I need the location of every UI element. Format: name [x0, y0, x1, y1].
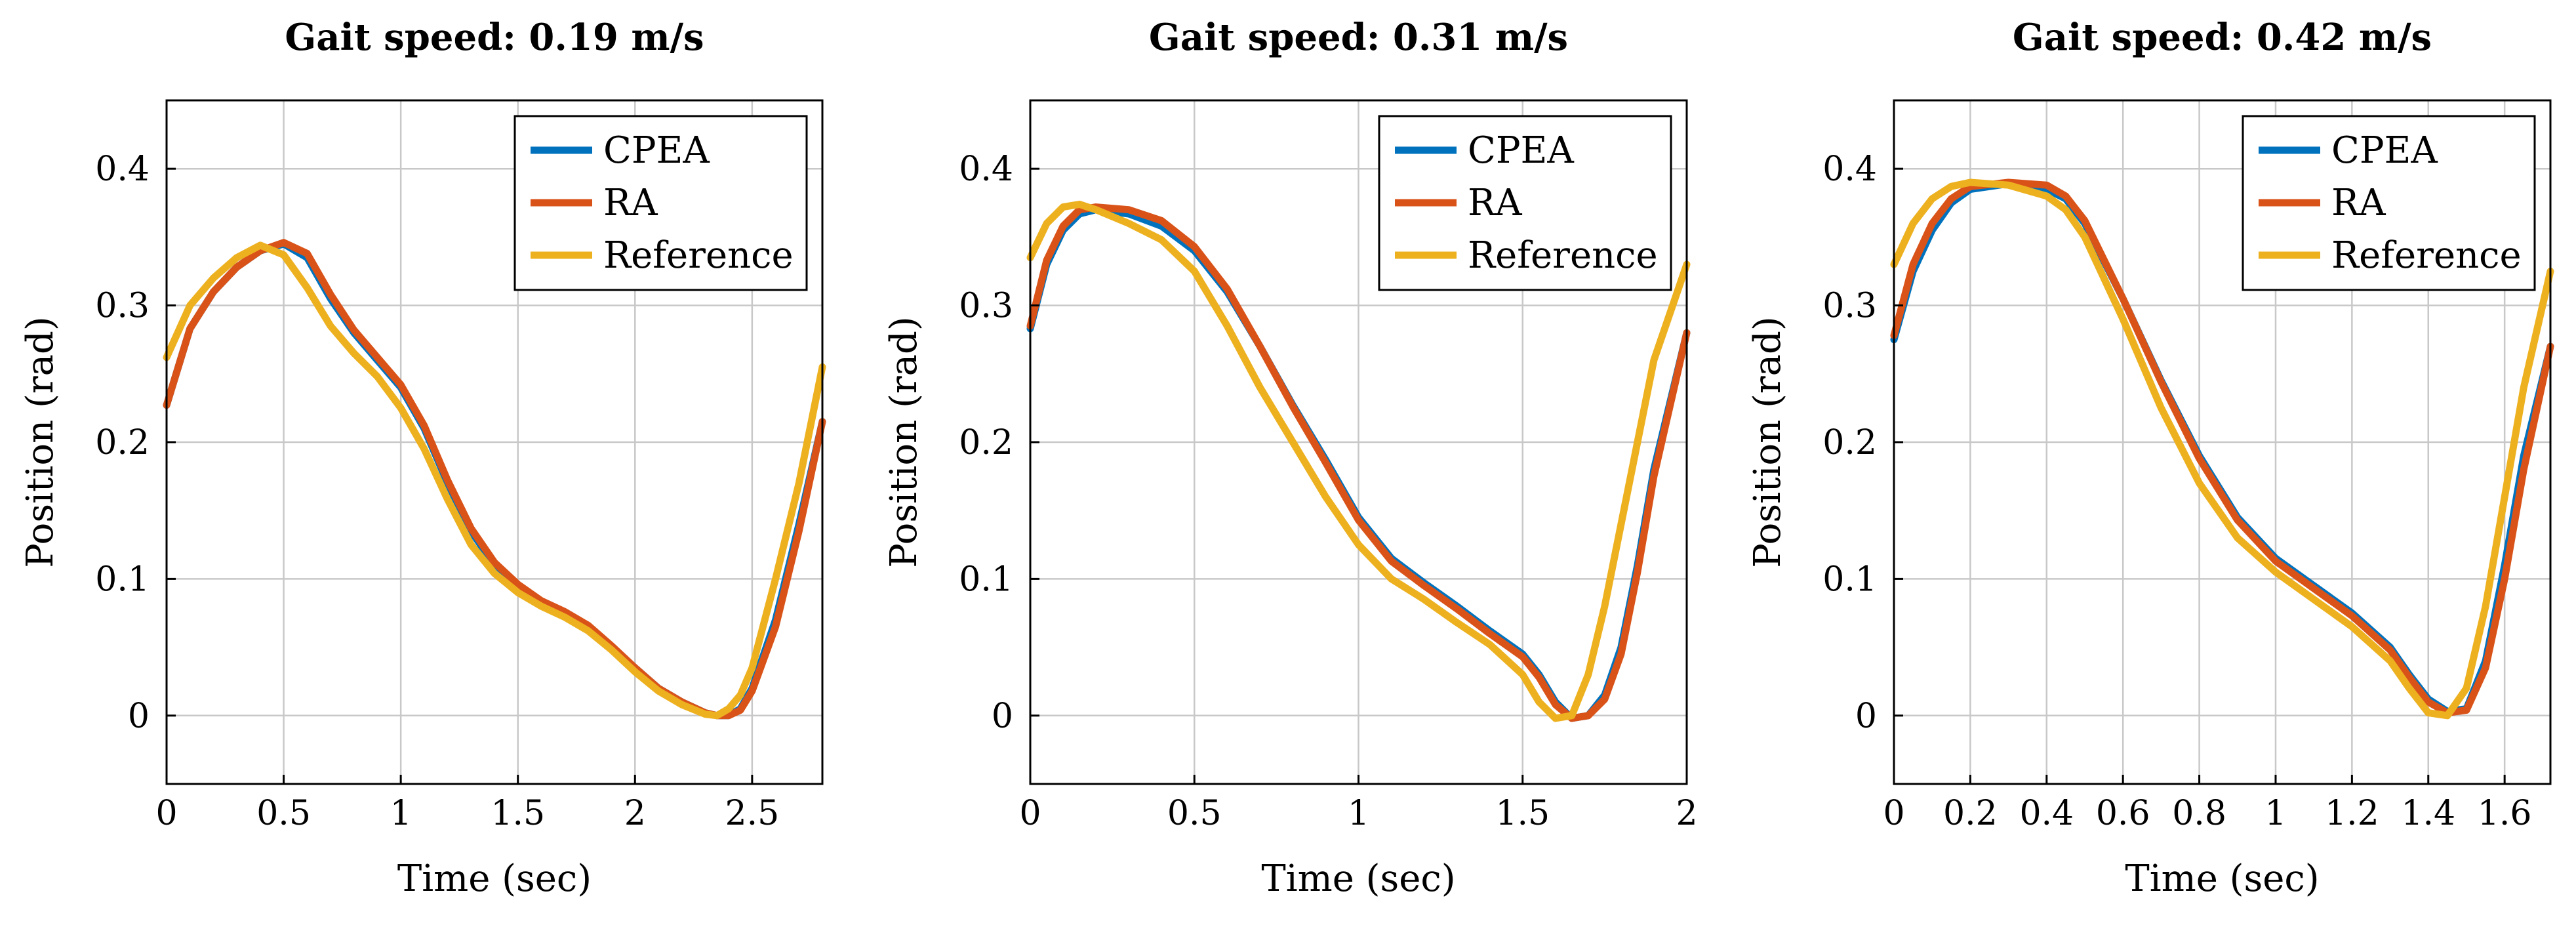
y-axis-label: Position (rad): [883, 316, 925, 567]
legend-label: RA: [603, 182, 658, 224]
chart-title: Gait speed: 0.42 m/s: [2013, 16, 2432, 59]
y-axis-label: Position (rad): [1746, 316, 1789, 567]
series-line-ra: [1026, 203, 1691, 722]
y-tick-label: 0.3: [1822, 287, 1877, 326]
x-tick-label: 0.5: [1167, 794, 1222, 833]
legend-label: Reference: [1468, 234, 1658, 277]
y-tick-label: 0.2: [95, 423, 150, 462]
chart-panel-2: 0 0.5 1 1.5 2 0 0.1 0.2 0.3 0.4 Gait speed: 0.31 m…: [883, 16, 1698, 900]
x-tick-label: 2: [624, 794, 646, 833]
y-tick-label: 0.2: [959, 423, 1013, 462]
x-tick-label: 1.4: [2401, 794, 2455, 833]
x-tick-label: 2.5: [725, 794, 780, 833]
x-tick-label: 1.5: [491, 794, 545, 833]
y-tick-label: 0: [1855, 697, 1877, 736]
y-tick-label: 0.2: [1822, 423, 1877, 462]
x-tick-label: 0.4: [2019, 794, 2074, 833]
x-tick-label: 0.8: [2172, 794, 2226, 833]
x-tick-label: 1: [1348, 794, 1369, 833]
y-tick-label: 0.4: [95, 150, 150, 189]
chart-title: Gait speed: 0.19 m/s: [285, 16, 704, 59]
legend: CPEA RA Reference: [1378, 115, 1672, 291]
x-tick-label: 2: [1676, 794, 1697, 833]
x-tick-label: 1: [2264, 794, 2286, 833]
series-line-ra: [163, 239, 826, 720]
y-tick-label: 0.3: [95, 287, 150, 326]
y-tick-label: 0.3: [959, 287, 1013, 326]
y-axis-label: Position (rad): [19, 316, 62, 567]
legend: CPEA RA Reference: [513, 115, 808, 291]
x-tick-label: 0.6: [2096, 794, 2150, 833]
x-tick-label: 1: [390, 794, 412, 833]
y-tick-label: 0: [992, 697, 1013, 736]
x-tick-label: 0: [155, 794, 177, 833]
y-tick-label: 0.1: [959, 560, 1013, 599]
x-tick-label: 0.5: [256, 794, 311, 833]
chart-title: Gait speed: 0.31 m/s: [1149, 16, 1568, 59]
x-tick-label: 1.5: [1495, 794, 1550, 833]
legend-label: CPEA: [1468, 129, 1574, 172]
x-tick-label: 1.6: [2478, 794, 2532, 833]
x-tick-label: 0: [1019, 794, 1041, 833]
legend-label: Reference: [603, 234, 794, 277]
legend-label: CPEA: [2331, 129, 2438, 172]
series-line-reference: [1026, 200, 1691, 722]
y-tick-label: 0.4: [1822, 150, 1877, 189]
y-tick-label: 0: [128, 697, 150, 736]
x-axis-label: Time (sec): [2125, 857, 2319, 900]
series-line-ra: [1890, 178, 2554, 717]
x-tick-label: 0: [1883, 794, 1904, 833]
series-line-reference: [1890, 178, 2554, 720]
y-tick-label: 0.1: [95, 560, 150, 599]
y-tick-label: 0.1: [1822, 560, 1877, 599]
x-axis-label: Time (sec): [397, 857, 592, 900]
x-axis-label: Time (sec): [1261, 857, 1455, 900]
legend-label: RA: [2331, 182, 2386, 224]
legend: CPEA RA Reference: [2242, 115, 2536, 291]
chart-panel-3: 0 0.2 0.4 0.6 0.8 1 1.2 1.4 1.6 0 0.1 0.2 0.3 0.4 Gait…: [1746, 16, 2554, 900]
x-tick-label: 1.2: [2325, 794, 2379, 833]
legend-label: RA: [1468, 182, 1522, 224]
x-tick-label: 0.2: [1943, 794, 1998, 833]
series-line-reference: [163, 241, 826, 720]
y-tick-label: 0.4: [959, 150, 1013, 189]
legend-label: Reference: [2331, 234, 2522, 277]
legend-label: CPEA: [603, 129, 710, 172]
chart-panel-1: 0 0.5 1 1.5 2 2.5 0 0.1 0.2 0.3 0.4 Gait speed: 0.1…: [19, 16, 826, 900]
